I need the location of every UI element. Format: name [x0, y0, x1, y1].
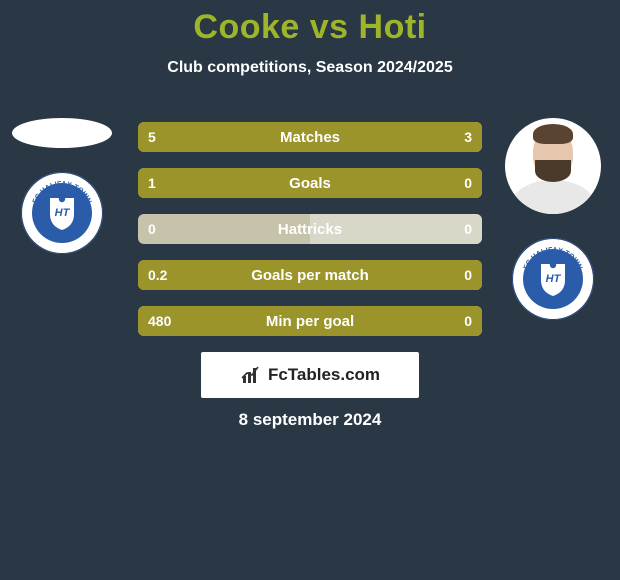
- player-left-avatar: [12, 118, 112, 148]
- stat-label: Matches: [138, 122, 482, 152]
- subtitle: Club competitions, Season 2024/2025: [0, 47, 620, 77]
- page-title: Cooke vs Hoti: [0, 0, 620, 47]
- stat-row: 10Goals: [138, 168, 482, 198]
- bar-chart-icon: [240, 364, 262, 386]
- stat-label: Goals: [138, 168, 482, 198]
- stat-label: Hattricks: [138, 214, 482, 244]
- stat-label: Goals per match: [138, 260, 482, 290]
- svg-text:HT: HT: [55, 207, 71, 219]
- stat-row: 53Matches: [138, 122, 482, 152]
- stat-row: 0.20Goals per match: [138, 260, 482, 290]
- date-text: 8 september 2024: [0, 410, 620, 430]
- player-right-club-badge: FC HALIFAX TOWN THE SHAYMEN HT: [512, 238, 594, 320]
- right-player-column: FC HALIFAX TOWN THE SHAYMEN HT: [498, 118, 608, 320]
- svg-text:HT: HT: [546, 273, 562, 285]
- left-player-column: FC HALIFAX TOWN THE SHAYMEN HT: [12, 118, 112, 254]
- brand-box: FcTables.com: [201, 352, 419, 398]
- comparison-bars: 53Matches 10Goals 00Hattricks 0.20Goals per…: [138, 122, 482, 352]
- avatar-face-icon: [505, 118, 601, 214]
- club-badge-icon: FC HALIFAX TOWN THE SHAYMEN HT: [21, 172, 103, 254]
- bottom-filler: [0, 456, 620, 580]
- club-badge-icon: FC HALIFAX TOWN THE SHAYMEN HT: [512, 238, 594, 320]
- stat-row: 00Hattricks: [138, 214, 482, 244]
- brand-text: FcTables.com: [268, 365, 380, 385]
- stat-label: Min per goal: [138, 306, 482, 336]
- player-left-club-badge: FC HALIFAX TOWN THE SHAYMEN HT: [21, 172, 103, 254]
- infographic-root: Cooke vs Hoti Club competitions, Season …: [0, 0, 620, 580]
- player-right-avatar: [505, 118, 601, 214]
- stat-row: 4800Min per goal: [138, 306, 482, 336]
